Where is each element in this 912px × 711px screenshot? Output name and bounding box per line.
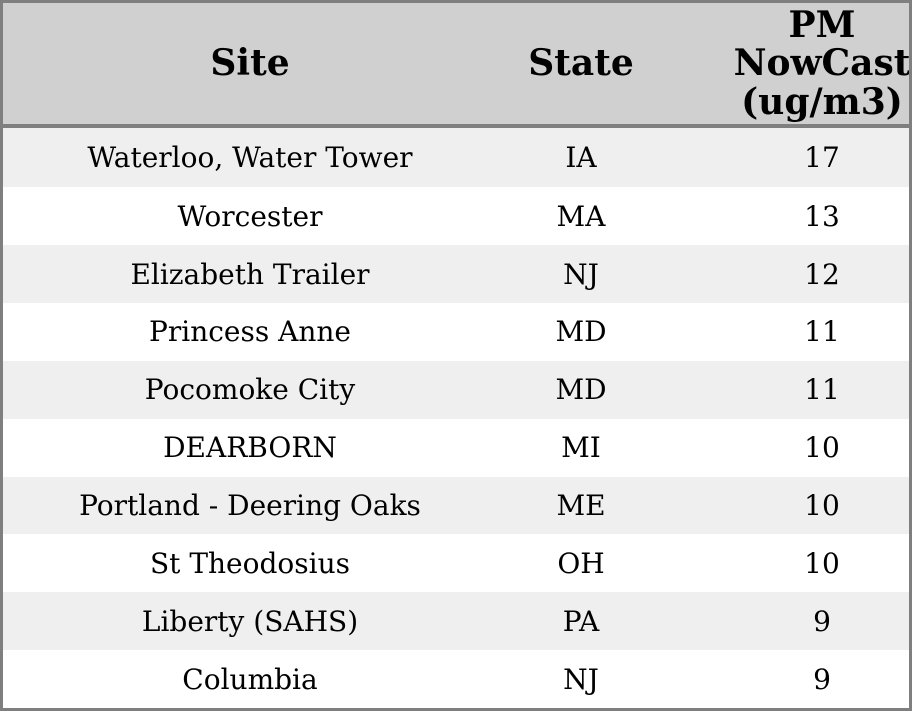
site-cell: Pocomoke City [144, 373, 356, 407]
column-header-site: Site [3, 3, 497, 128]
table-row: St Theodosius OH 10 [3, 534, 909, 593]
table-row: Princess Anne MD 11 [3, 303, 909, 361]
site-cell: Waterloo, Water Tower [87, 141, 413, 175]
pm-nowcast-cell: 9 [813, 604, 831, 638]
state-cell: NJ [563, 662, 599, 696]
site-cell: Columbia [182, 662, 318, 696]
column-header-pm-nowcast: PM NowCast (ug/m3) [665, 3, 909, 128]
state-cell: MD [555, 373, 607, 407]
pm-nowcast-cell: 12 [804, 257, 840, 291]
table-row: Worcester MA 13 [3, 187, 909, 246]
pm-nowcast-cell: 9 [813, 662, 831, 696]
state-cell: PA [562, 604, 600, 638]
state-cell: MA [556, 199, 606, 233]
table-row: Portland - Deering Oaks ME 10 [3, 476, 909, 535]
pm-nowcast-cell: 10 [804, 431, 840, 465]
site-cell: Liberty (SAHS) [141, 604, 359, 638]
state-cell: NJ [563, 257, 599, 291]
site-cell: St Theodosius [150, 546, 350, 580]
table-row: Pocomoke City MD 11 [3, 360, 909, 419]
pm-nowcast-cell: 10 [804, 546, 840, 580]
site-cell: Worcester [177, 199, 323, 233]
pm-nowcast-cell: 13 [804, 199, 840, 233]
column-header-state: State [497, 3, 665, 128]
site-cell: DEARBORN [163, 431, 337, 465]
site-cell: Portland - Deering Oaks [79, 488, 421, 522]
table-header: Site State PM NowCast (ug/m3) [3, 3, 909, 128]
pm-nowcast-table: Site State PM NowCast (ug/m3) Waterloo, Wa… [3, 3, 909, 708]
state-cell: OH [557, 546, 605, 580]
pm-nowcast-cell: 10 [804, 488, 840, 522]
pm-nowcast-cell: 11 [804, 373, 840, 407]
state-cell: IA [565, 141, 597, 175]
header-row: Site State PM NowCast (ug/m3) [3, 3, 909, 128]
site-cell: Elizabeth Trailer [130, 257, 370, 291]
table-row: DEARBORN MI 10 [3, 418, 909, 477]
table-body: Waterloo, Water Tower IA 17 Worcester MA 13 El… [3, 126, 909, 708]
table-row: Elizabeth Trailer NJ 12 [3, 245, 909, 304]
pm-nowcast-cell: 17 [804, 141, 840, 175]
pm-nowcast-cell: 11 [804, 315, 840, 349]
table-row: Liberty (SAHS) PA 9 [3, 592, 909, 651]
table-row: Columbia NJ 9 [3, 650, 909, 708]
state-cell: ME [556, 488, 606, 522]
site-cell: Princess Anne [149, 315, 351, 349]
state-cell: MD [555, 315, 607, 349]
table-row: Waterloo, Water Tower IA 17 [3, 126, 909, 188]
state-cell: MI [561, 431, 601, 465]
